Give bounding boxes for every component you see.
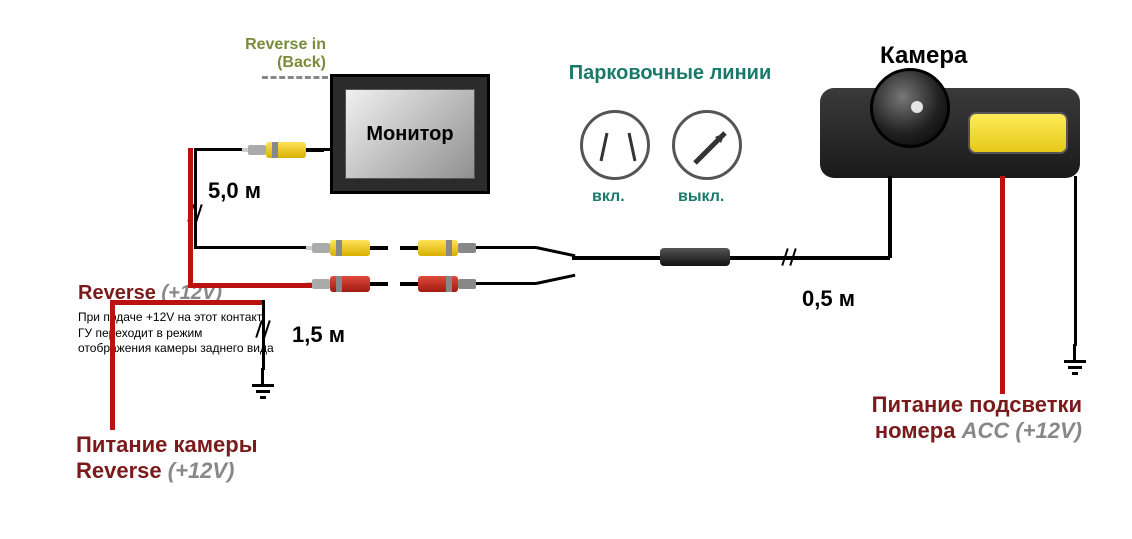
rca-video-female bbox=[400, 240, 476, 256]
on-label: вкл. bbox=[592, 188, 625, 206]
harness-top bbox=[476, 246, 536, 249]
camera-ground-wire bbox=[1074, 176, 1077, 346]
rca-video-male bbox=[312, 240, 388, 256]
harness-merged-1 bbox=[572, 256, 660, 260]
plate-power-label: Питание подсветки номера ACC (+12V) bbox=[782, 392, 1082, 444]
rca-power-male bbox=[312, 276, 388, 292]
license-plate-light bbox=[968, 112, 1068, 154]
harness-merge-top bbox=[536, 246, 576, 257]
wire-rca-to-monitor bbox=[318, 148, 332, 151]
cable-break-0-5 bbox=[780, 250, 802, 264]
harness-bot bbox=[476, 282, 536, 285]
reverse-wire-v bbox=[188, 148, 193, 288]
wire-5m-h2 bbox=[194, 246, 312, 249]
power-camera-l1: Питание камеры bbox=[76, 432, 258, 458]
reverse-note-l1: При подаче +12V на этот контакт bbox=[78, 310, 274, 326]
reverse-note-l3: отображения камеры заднего вида bbox=[78, 341, 274, 357]
cable-break-1-5 bbox=[254, 322, 276, 336]
length-1-5: 1,5 м bbox=[292, 322, 345, 348]
power-cam-wire-h bbox=[110, 300, 244, 305]
reverse-in-label-2: (Back) bbox=[242, 54, 326, 72]
wire-5m-v bbox=[194, 148, 197, 248]
rca-power-female bbox=[400, 276, 476, 292]
plate-power-wire bbox=[1000, 176, 1005, 394]
reverse-note: При подаче +12V на этот контакт ГУ перех… bbox=[78, 310, 274, 357]
plate-power-l2-a: номера bbox=[875, 418, 956, 443]
camera-lens bbox=[870, 68, 950, 148]
reverse-12v-wire-stub bbox=[200, 283, 205, 287]
camera-title: Камера bbox=[880, 42, 967, 70]
plate-power-l1: Питание подсветки bbox=[782, 392, 1082, 418]
harness-merged-2 bbox=[730, 256, 890, 260]
reverse-note-l2: ГУ переходит в режим bbox=[78, 326, 274, 342]
wire-5m-h1 bbox=[194, 148, 242, 151]
rca-monitor-video bbox=[248, 142, 324, 158]
length-5-0: 5,0 м bbox=[208, 178, 261, 204]
parking-on-icon bbox=[580, 110, 650, 180]
camera bbox=[820, 88, 1080, 178]
reverse-12v-wire-h bbox=[200, 283, 312, 288]
parking-lines-title: Парковочные линии bbox=[560, 62, 780, 85]
power-camera-label: Питание камеры Reverse (+12V) bbox=[76, 432, 258, 484]
parking-off-icon bbox=[672, 110, 742, 180]
pm-stub bbox=[244, 300, 264, 305]
monitor-text: Монитор bbox=[366, 123, 453, 146]
power-camera-v: (+12V) bbox=[168, 458, 235, 483]
reverse-in-wire bbox=[262, 76, 328, 79]
cable-joiner bbox=[660, 248, 730, 266]
reverse-in-label-1: Reverse in bbox=[242, 36, 326, 54]
length-0-5: 0,5 м bbox=[802, 286, 855, 312]
monitor-screen: Монитор bbox=[345, 89, 475, 179]
plate-power-l2-b: ACC (+12V) bbox=[962, 418, 1082, 443]
off-label: выкл. bbox=[678, 188, 724, 206]
power-cam-wire-v bbox=[110, 300, 115, 430]
harness-up-to-camera bbox=[888, 176, 892, 258]
harness-merge-bot bbox=[536, 274, 576, 285]
power-camera-l2: Reverse bbox=[76, 458, 162, 483]
monitor: Монитор bbox=[330, 74, 490, 194]
